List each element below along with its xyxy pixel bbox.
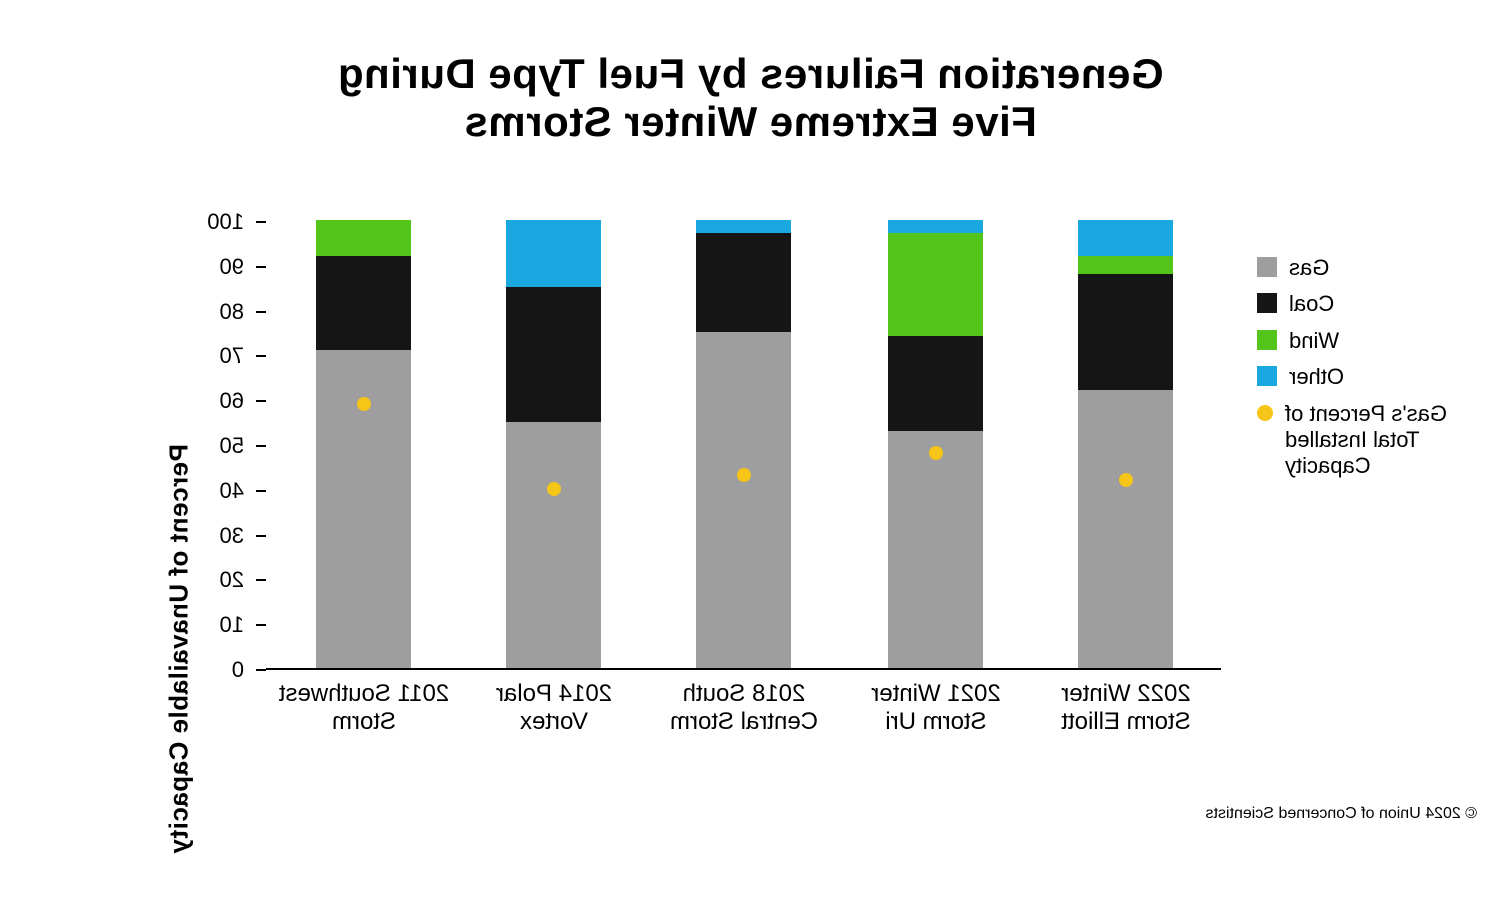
bar-segment-coal	[317, 256, 412, 350]
x-axis-label: 2018 SouthCentral Storm	[649, 680, 839, 735]
plot-area: 2022 WinterStorm Elliott2021 WinterStorm…	[266, 222, 1221, 670]
y-axis-label: Percent of Unavailable Capacity	[164, 444, 195, 854]
legend-row: Coal	[1257, 291, 1477, 317]
chart-stage: Generation Failures by Fuel Type During …	[0, 0, 1501, 901]
legend-swatch-icon	[1257, 366, 1277, 386]
legend-label: Wind	[1289, 328, 1339, 354]
legend-row: Other	[1257, 364, 1477, 390]
bar-segment-other	[697, 220, 792, 233]
legend-row: Wind	[1257, 328, 1477, 354]
legend-label: Other	[1289, 364, 1344, 390]
bar-segment-coal	[1079, 274, 1174, 390]
y-tick-label: 10	[220, 612, 244, 638]
y-tick-mark	[256, 445, 266, 447]
bar-segment-wind	[317, 220, 412, 256]
bar-segment-wind	[889, 233, 984, 336]
y-tick-mark	[256, 355, 266, 357]
legend-label: Gas	[1289, 255, 1329, 281]
y-tick-label: 0	[232, 657, 244, 683]
y-tick-mark	[256, 490, 266, 492]
bar-segment-gas	[697, 332, 792, 668]
credit-line: © 2024 Union of Concerned Scientists	[1206, 805, 1478, 823]
legend-swatch-icon	[1257, 257, 1277, 277]
bar-segment-wind	[1079, 256, 1174, 274]
x-axis-label: 2014 Polar Vortex	[459, 680, 649, 735]
bar-group	[317, 222, 412, 668]
y-tick-mark	[256, 669, 266, 671]
bar-group	[1079, 222, 1174, 668]
bar-segment-coal	[507, 287, 602, 421]
title-line-1: Generation Failures by Fuel Type During	[337, 50, 1163, 97]
y-tick-label: 100	[207, 209, 244, 235]
y-tick-mark	[256, 579, 266, 581]
bar-segment-other	[1079, 220, 1174, 256]
y-tick-label: 70	[220, 343, 244, 369]
y-tick-mark	[256, 311, 266, 313]
marker-dot	[929, 446, 943, 460]
bar-segment-coal	[889, 336, 984, 430]
y-tick-mark	[256, 221, 266, 223]
y-tick-label: 50	[220, 433, 244, 459]
y-tick-label: 30	[220, 523, 244, 549]
legend-row: Gas's Percent of Total Installed Capacit…	[1257, 401, 1477, 480]
y-tick-mark	[256, 400, 266, 402]
bar-segment-gas	[1079, 390, 1174, 668]
legend-marker-icon	[1257, 405, 1273, 421]
y-tick-label: 20	[220, 567, 244, 593]
marker-dot	[1119, 473, 1133, 487]
legend: Gas Coal Wind Other Gas's Percent of Total I…	[1257, 255, 1477, 490]
x-axis-label: 2022 WinterStorm Elliott	[1031, 680, 1221, 735]
bar-segment-other	[889, 220, 984, 233]
y-tick-mark	[256, 535, 266, 537]
legend-label: Gas's Percent of Total Installed Capacit…	[1285, 401, 1477, 480]
legend-label: Coal	[1289, 291, 1334, 317]
y-tick-mark	[256, 624, 266, 626]
legend-swatch-icon	[1257, 293, 1277, 313]
marker-dot	[737, 468, 751, 482]
marker-dot	[357, 397, 371, 411]
y-tick-mark	[256, 266, 266, 268]
y-tick-label: 60	[220, 388, 244, 414]
y-tick-label: 80	[220, 299, 244, 325]
bar-group	[697, 222, 792, 668]
marker-dot	[547, 482, 561, 496]
bar-segment-coal	[697, 233, 792, 332]
y-tick-label: 40	[220, 478, 244, 504]
bar-segment-gas	[889, 431, 984, 668]
bar-group	[507, 222, 602, 668]
y-axis: 0102030405060708090100	[206, 222, 266, 670]
x-axis-label: 2011 SouthwestStorm	[269, 680, 459, 735]
y-tick-label: 90	[220, 254, 244, 280]
bar-segment-other	[507, 220, 602, 287]
legend-row: Gas	[1257, 255, 1477, 281]
title-line-2: Five Extreme Winter Storms	[464, 98, 1037, 145]
bar-segment-gas	[507, 422, 602, 668]
x-axis-label: 2021 WinterStorm Uri	[841, 680, 1031, 735]
legend-swatch-icon	[1257, 330, 1277, 350]
chart-title: Generation Failures by Fuel Type During …	[0, 50, 1501, 147]
